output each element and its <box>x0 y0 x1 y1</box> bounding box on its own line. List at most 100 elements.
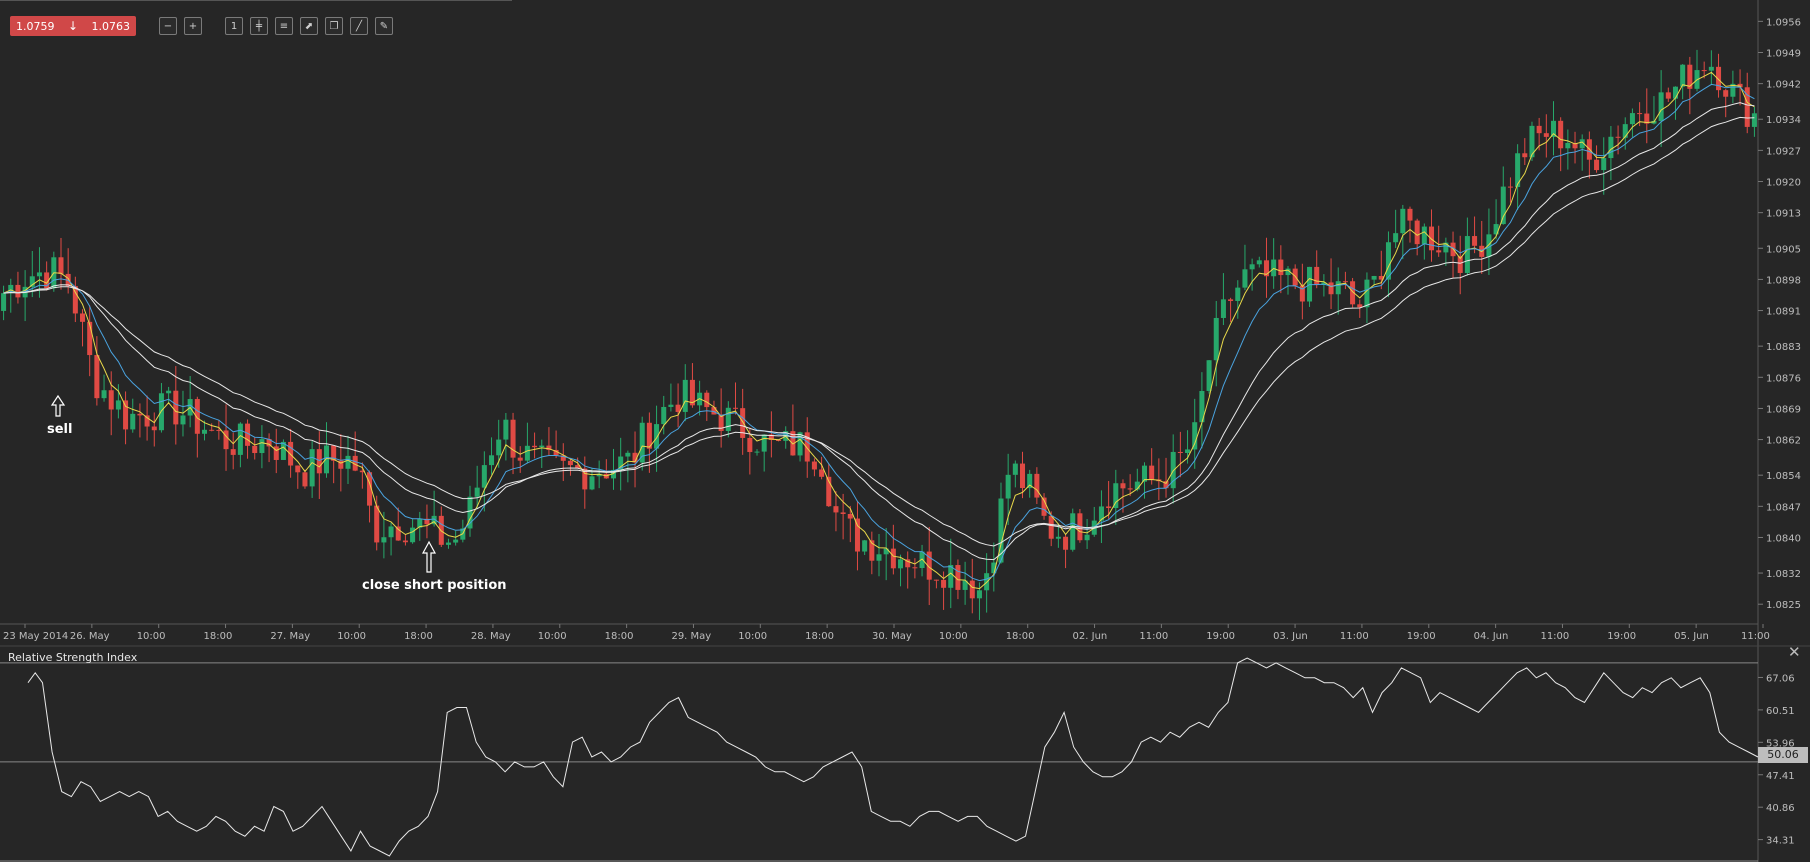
ema-mid-line <box>3 83 1755 582</box>
candle-body <box>230 449 236 455</box>
candle-body <box>1629 113 1635 125</box>
candle-body <box>661 406 667 425</box>
candle-body <box>1421 226 1427 245</box>
copy-icon[interactable]: ❐ <box>325 17 343 35</box>
candle <box>1414 218 1420 256</box>
candle-body <box>80 313 86 322</box>
price-tick-label: 1.0847 <box>1766 502 1801 513</box>
chart-toolbar: 1.0759 ↓ 1.0763 − + 1 ╪ ≡ ⬈ ❐ ╱ ✎ <box>10 15 393 37</box>
pencil-icon[interactable]: ✎ <box>375 17 393 35</box>
time-tick-label: 29. May <box>671 631 711 642</box>
zoom-out-icon[interactable]: − <box>159 17 177 35</box>
candles-icon[interactable]: ╪ <box>250 17 268 35</box>
candle <box>1098 490 1104 544</box>
candle-body <box>1536 125 1542 134</box>
candle-body <box>1594 159 1600 171</box>
timeframe-icon[interactable]: 1 <box>225 17 243 35</box>
candle <box>854 500 860 571</box>
candle <box>668 383 674 412</box>
candle-body <box>101 390 107 399</box>
price-tick-label: 1.0854 <box>1766 471 1801 482</box>
price-tick-label: 1.0898 <box>1766 275 1801 286</box>
candle <box>489 437 495 475</box>
close-arrow-icon <box>421 540 437 573</box>
candle-body <box>1149 465 1155 480</box>
candle-body <box>610 469 617 479</box>
candle-body <box>15 284 21 298</box>
candle-body <box>1192 422 1198 450</box>
candle <box>1271 238 1277 289</box>
candle-body <box>29 276 35 287</box>
candle-body <box>539 445 545 448</box>
candle-body <box>1070 513 1076 550</box>
candle-body <box>998 498 1004 563</box>
indicators-icon[interactable]: ≡ <box>275 17 293 35</box>
rsi-current-value: 50.06 <box>1758 747 1808 763</box>
candle-body <box>704 392 710 408</box>
candle-body <box>575 465 581 469</box>
candle <box>216 420 222 440</box>
time-tick-label: 19:00 <box>1407 631 1436 642</box>
candle-body <box>1429 226 1435 251</box>
time-tick-label: 10:00 <box>939 631 968 642</box>
candle-body <box>36 272 42 277</box>
candle-body <box>1027 473 1033 489</box>
candle-body <box>883 548 889 555</box>
candle-body <box>1436 250 1442 253</box>
candle <box>245 419 251 459</box>
candle-body <box>1127 488 1133 490</box>
candle-body <box>1041 497 1047 516</box>
time-tick-label: 18:00 <box>1006 631 1035 642</box>
candle-body <box>410 527 416 543</box>
candle <box>546 427 552 456</box>
time-tick-label: 18:00 <box>204 631 233 642</box>
candle <box>395 507 401 541</box>
candle-body <box>1063 536 1069 550</box>
candle-body <box>173 390 179 425</box>
candle-body <box>546 445 552 450</box>
candle-body <box>826 476 832 507</box>
draw-line-icon[interactable]: ╱ <box>350 17 368 35</box>
candle <box>639 416 645 471</box>
candle <box>1285 266 1291 295</box>
candle <box>1163 457 1169 498</box>
candle-body <box>1400 208 1406 234</box>
candle-body <box>740 408 746 438</box>
price-quote-box[interactable]: 1.0759 ↓ 1.0763 <box>10 16 136 36</box>
candle-body <box>1579 139 1585 149</box>
candle <box>1601 137 1607 195</box>
candle-body <box>108 390 114 410</box>
candle-body <box>862 540 868 552</box>
candle-body <box>1185 449 1191 454</box>
candle <box>517 446 523 473</box>
close-position-label: close short position <box>362 578 507 593</box>
candle-body <box>273 446 279 460</box>
price-tick-label: 1.0891 <box>1766 307 1801 318</box>
price-tick-label: 1.0927 <box>1766 146 1801 157</box>
candle-body <box>1342 281 1348 283</box>
candle <box>1450 231 1456 278</box>
candle-body <box>582 468 588 490</box>
candle <box>1407 206 1413 243</box>
close-icon[interactable]: ✕ <box>1788 643 1801 661</box>
candle <box>230 432 236 470</box>
candle-body <box>144 415 150 427</box>
candle <box>1507 177 1513 203</box>
candle-body <box>1572 142 1578 149</box>
zoom-in-icon[interactable]: + <box>184 17 202 35</box>
candle-body <box>1737 83 1743 88</box>
candle <box>158 383 164 433</box>
candle-body <box>1206 360 1212 391</box>
candle-body <box>223 430 229 450</box>
candle-body <box>489 455 495 466</box>
chart-settings-icon[interactable]: ⬈ <box>300 17 318 35</box>
candle-body <box>1393 233 1399 243</box>
candle <box>833 491 839 532</box>
candle <box>618 437 624 491</box>
candle-body <box>381 537 387 543</box>
candle <box>1565 129 1571 170</box>
candle <box>115 384 121 419</box>
candle <box>1357 299 1363 318</box>
time-tick-label: 19:00 <box>1607 631 1636 642</box>
